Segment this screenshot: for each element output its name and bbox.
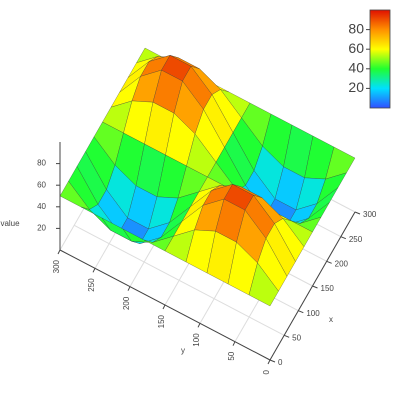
colorbar-tick-label: 20 — [348, 79, 364, 95]
y-tick — [92, 268, 96, 273]
y-tick-label: 200 — [122, 296, 131, 310]
x-tick-label: 200 — [335, 259, 349, 268]
surface-cell — [248, 262, 279, 307]
y-axis-title: y — [181, 346, 185, 355]
surface — [59, 47, 356, 307]
y-tick — [267, 359, 271, 365]
y-tick-label: 50 — [227, 351, 236, 360]
z-tick-label: 20 — [37, 224, 46, 233]
x-tick-label: 250 — [349, 235, 363, 244]
z-tick-label: 40 — [37, 202, 46, 211]
x-tick — [298, 310, 304, 314]
x-tick-label: 0 — [278, 358, 283, 367]
z-tick-label: 60 — [37, 180, 46, 189]
y-tick-label: 100 — [192, 333, 201, 347]
colorbar — [369, 9, 391, 109]
y-tick-label: 250 — [87, 278, 96, 292]
x-tick-label: 300 — [363, 210, 377, 219]
x-tick — [312, 285, 318, 289]
x-tick-label: 100 — [306, 309, 320, 318]
y-tick-label: 300 — [52, 259, 61, 273]
x-tick-label: 50 — [292, 333, 301, 342]
x-axis-title: x — [329, 315, 333, 324]
colorbar-tick-label: 80 — [348, 20, 364, 36]
x-tick — [283, 334, 290, 338]
z-axis-title: value — [0, 219, 20, 228]
colorbar-tick-label: 40 — [348, 60, 364, 76]
y-tick-label: 150 — [157, 314, 166, 328]
x-tick — [340, 236, 347, 240]
y-tick-label: 0 — [262, 369, 271, 374]
y-tick — [197, 323, 201, 328]
x-tick — [354, 211, 361, 215]
y-tick — [127, 286, 131, 291]
colorbar-tick-label: 60 — [348, 40, 364, 56]
x-tick — [269, 359, 276, 363]
y-tick — [232, 341, 236, 346]
y-tick — [162, 304, 166, 310]
y-tick — [57, 249, 61, 255]
axes: 0 50 100 150 200 250 300 0 50 100 150 200 250 300 20 40… — [37, 142, 377, 374]
z-tick-label: 80 — [37, 159, 46, 168]
x-tick-label: 150 — [321, 284, 335, 293]
x-tick — [326, 260, 332, 264]
